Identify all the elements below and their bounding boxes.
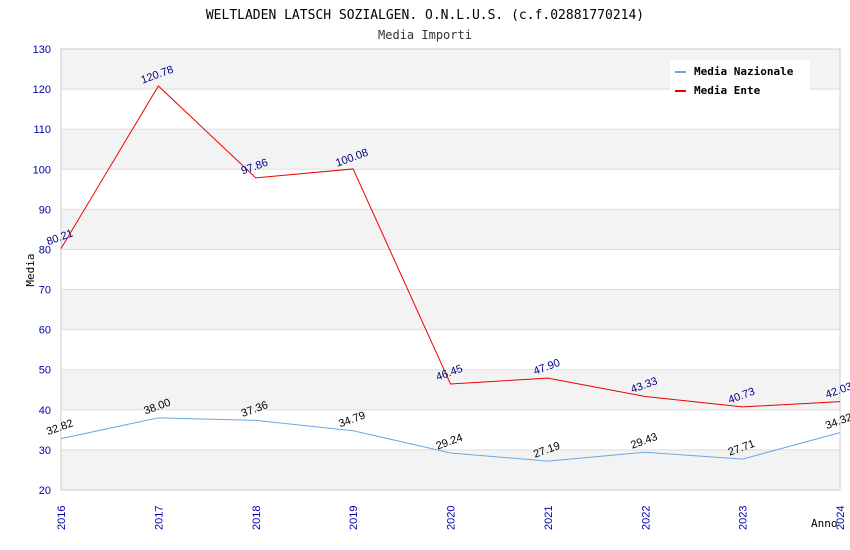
x-tick-label: 2016 [56, 506, 68, 530]
x-tick-label: 2019 [348, 506, 360, 530]
x-tick-label: 2021 [543, 506, 555, 530]
series-lines [60, 85, 841, 462]
y-tick-label: 80 [39, 244, 51, 256]
y-tick-label: 100 [33, 164, 51, 176]
chart-subtitle: Media Importi [378, 28, 472, 42]
grid-bands [61, 49, 840, 490]
y-tick-label: 110 [33, 124, 51, 136]
x-tick-label: 2020 [446, 506, 458, 530]
y-tick-label: 90 [39, 204, 51, 216]
data-label: 29.43 [629, 431, 659, 452]
x-tick-label: 2023 [738, 506, 750, 530]
x-axis-label: Anno [811, 517, 838, 530]
legend-label-media-nazionale: Media Nazionale [694, 65, 794, 78]
legend-label-media-ente: Media Ente [694, 84, 761, 97]
y-tick-label: 20 [39, 485, 51, 497]
grid-band [61, 289, 840, 330]
grid-band [61, 129, 840, 170]
x-axis-ticks: 2016 2017 2018 2019 2020 2021 2022 2023 2024 [56, 506, 847, 530]
data-label: 34.79 [337, 410, 367, 431]
grid-band [61, 449, 840, 490]
legend-box [670, 60, 810, 102]
data-label: 32.82 [45, 417, 75, 438]
y-tick-label: 130 [33, 44, 51, 56]
x-tick-label: 2017 [153, 506, 165, 530]
series-line-media-ente [60, 85, 841, 408]
grid-lines [61, 48, 840, 491]
series-line-media-nazionale [60, 417, 841, 462]
x-tick-label: 2024 [835, 506, 847, 530]
y-tick-label: 70 [39, 285, 51, 297]
y-tick-label: 120 [33, 84, 51, 96]
y-tick-label: 40 [39, 405, 51, 417]
plot-frame [60, 48, 841, 491]
data-label: 34.32 [824, 411, 850, 432]
grid-band [61, 209, 840, 250]
y-tick-label: 60 [39, 325, 51, 337]
legend: Media Nazionale Media Ente [670, 60, 810, 102]
y-tick-label: 30 [39, 445, 51, 457]
y-axis-ticks: 20 30 40 50 60 70 80 90 100 110 120 130 [33, 44, 51, 497]
y-tick-label: 50 [39, 365, 51, 377]
y-axis-label: Media [24, 253, 37, 286]
x-tick-label: 2018 [251, 506, 263, 530]
x-tick-label: 2022 [640, 506, 652, 530]
data-label: 29.24 [434, 432, 464, 453]
chart-title: WELTLADEN LATSCH SOZIALGEN. O.N.L.U.S. (… [206, 8, 644, 23]
